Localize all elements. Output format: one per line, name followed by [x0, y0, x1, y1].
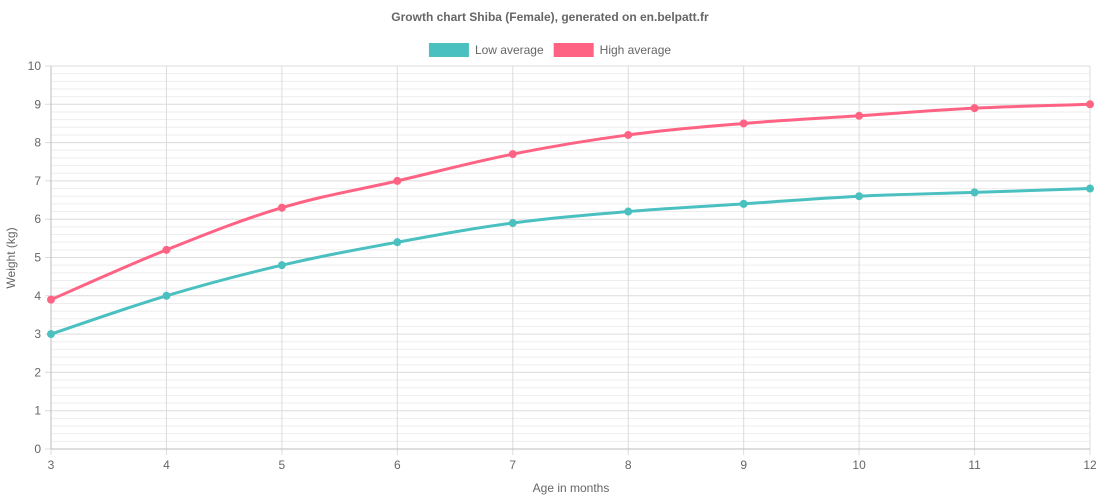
- y-tick-label: 8: [34, 136, 41, 150]
- data-point-high-average[interactable]: [393, 176, 402, 185]
- x-tick-label: 7: [509, 458, 516, 472]
- data-point-high-average[interactable]: [162, 245, 171, 254]
- y-tick-label: 5: [34, 251, 41, 265]
- data-point-high-average[interactable]: [508, 150, 517, 159]
- y-tick-label: 1: [34, 404, 41, 418]
- y-tick-label: 3: [34, 327, 41, 341]
- series-line-low-average: [50, 187, 1091, 336]
- x-tick-label: 9: [740, 458, 747, 472]
- x-axis-title: Age in months: [533, 481, 610, 495]
- data-point-high-average[interactable]: [739, 119, 748, 128]
- data-point-high-average[interactable]: [624, 130, 633, 139]
- data-point-high-average[interactable]: [1086, 100, 1094, 109]
- data-point-high-average[interactable]: [855, 111, 864, 120]
- x-tick-label: 8: [625, 458, 632, 472]
- x-tick-label: 11: [968, 458, 981, 472]
- data-point-low-average[interactable]: [162, 291, 171, 300]
- chart-title: Growth chart Shiba (Female), generated o…: [391, 10, 709, 24]
- y-tick-label: 2: [34, 365, 41, 379]
- data-point-low-average[interactable]: [855, 192, 864, 201]
- data-point-high-average[interactable]: [47, 295, 55, 304]
- data-point-high-average[interactable]: [277, 203, 286, 212]
- data-point-low-average[interactable]: [624, 207, 633, 216]
- x-tick-label: 4: [163, 458, 170, 472]
- data-point-low-average[interactable]: [739, 199, 748, 208]
- gridlines: [45, 65, 1091, 455]
- x-tick-label: 3: [48, 458, 55, 472]
- y-axis-ticks: 0 1 2 3 4 5 6 7 8 9 10: [28, 59, 42, 456]
- y-axis-title: Weight (kg): [4, 227, 18, 288]
- data-point-low-average[interactable]: [1086, 184, 1094, 193]
- y-tick-label: 0: [34, 442, 41, 456]
- y-tick-label: 4: [34, 289, 41, 303]
- legend-label: Low average: [475, 43, 544, 57]
- legend: Low average High average: [428, 43, 672, 57]
- x-tick-label: 6: [394, 458, 401, 472]
- y-tick-label: 10: [28, 59, 42, 73]
- series-layer: [47, 100, 1094, 339]
- data-point-low-average[interactable]: [277, 261, 286, 270]
- y-tick-label: 6: [34, 212, 41, 226]
- axes: [50, 66, 1090, 450]
- data-point-high-average[interactable]: [970, 104, 979, 113]
- series-line-high-average: [50, 102, 1091, 302]
- x-tick-label: 10: [852, 458, 866, 472]
- data-point-low-average[interactable]: [47, 330, 55, 339]
- y-tick-label: 7: [34, 174, 41, 188]
- x-axis-ticks: 3 4 5 6 7 8 9 10 11 12: [48, 458, 1097, 472]
- legend-swatch: [553, 43, 594, 57]
- x-tick-label: 5: [279, 458, 286, 472]
- legend-swatch: [428, 43, 469, 57]
- x-tick-label: 12: [1083, 458, 1097, 472]
- y-tick-label: 9: [34, 97, 41, 111]
- legend-item-high-average[interactable]: High average: [553, 43, 672, 57]
- legend-label: High average: [600, 43, 672, 57]
- data-point-low-average[interactable]: [393, 238, 402, 247]
- data-point-low-average[interactable]: [508, 219, 517, 228]
- data-point-low-average[interactable]: [970, 188, 979, 197]
- legend-item-low-average[interactable]: Low average: [428, 43, 544, 57]
